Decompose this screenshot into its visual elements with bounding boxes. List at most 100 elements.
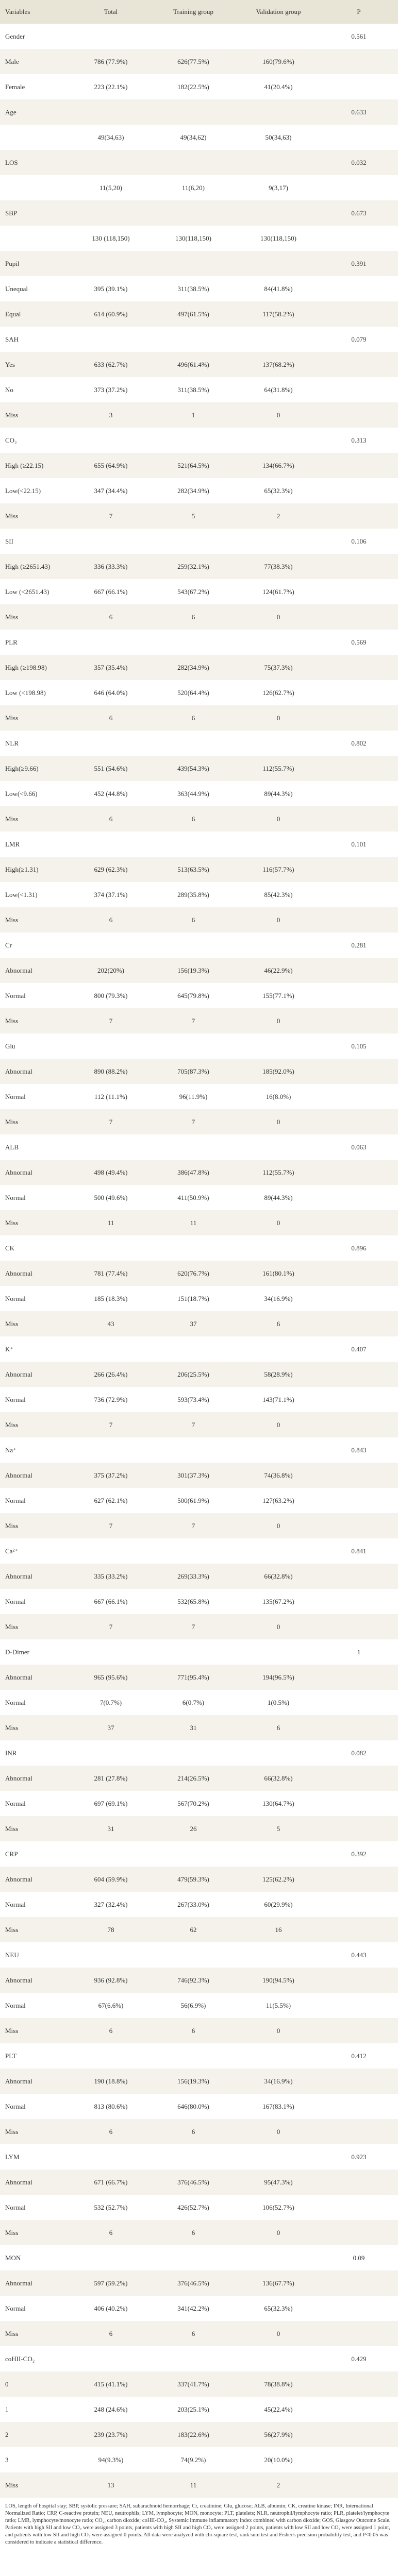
cell-p: 0.407 bbox=[351, 1345, 367, 1353]
cell-validation: 95(47.3%) bbox=[264, 2178, 293, 2186]
table-row: Miss 37 31 6 bbox=[0, 1715, 398, 1740]
cell-validation: 0 bbox=[276, 1622, 280, 1631]
cell-training: 7 bbox=[191, 1521, 195, 1530]
cell-total: 697 (69.1%) bbox=[94, 1799, 128, 1807]
header-training-group: Training group bbox=[173, 8, 213, 15]
cell-validation: 0 bbox=[276, 1218, 280, 1227]
cell-training bbox=[150, 24, 237, 49]
cell-training bbox=[150, 150, 237, 175]
table-row: 2 239 (23.7%) 183(22.6%) 56(27.9%) bbox=[0, 2422, 398, 2447]
cell-p bbox=[320, 2018, 398, 2043]
cell-variable: Miss bbox=[5, 1016, 19, 1025]
cell-total: 395 (39.1%) bbox=[94, 284, 128, 293]
cell-training: 479(59.3%) bbox=[177, 1875, 209, 1883]
cell-validation: 85(42.3%) bbox=[264, 890, 293, 899]
table-row: 11(5,20) 11(6,20) 9(3,17) bbox=[0, 175, 398, 200]
cell-variable: Normal bbox=[5, 991, 26, 999]
cell-variable: Gender bbox=[5, 32, 25, 40]
cell-training: 363(44.9%) bbox=[177, 789, 209, 798]
cell-total bbox=[72, 1134, 150, 1160]
cell-validation: 190(94.5%) bbox=[262, 1976, 294, 1984]
cell-variable: High (≥2651.43) bbox=[5, 562, 51, 570]
cell-variable: 1 bbox=[5, 2405, 9, 2413]
table-row: 1 248 (24.6%) 203(25.1%) 45(22.4%) bbox=[0, 2397, 398, 2422]
cell-validation: 194(96.5%) bbox=[262, 1673, 294, 1681]
cell-variable: Abnormal bbox=[5, 1875, 32, 1883]
table-footnote: LOS, length of hospital stay; SBP, systo… bbox=[0, 2498, 398, 2552]
cell-validation: 185(92.0%) bbox=[262, 1067, 294, 1075]
cell-training bbox=[150, 1134, 237, 1160]
cell-variable: Normal bbox=[5, 1799, 26, 1807]
cell-training: 6 bbox=[191, 2228, 195, 2236]
cell-validation: 65(32.3%) bbox=[264, 2304, 293, 2312]
cell-total bbox=[72, 2346, 150, 2371]
cell-total: 281 (27.8%) bbox=[94, 1774, 128, 1782]
table-row: CO₂ 0.313 bbox=[0, 428, 398, 453]
cell-total: 13 bbox=[107, 2481, 114, 2489]
cell-variable: 0 bbox=[5, 2380, 9, 2388]
cell-p bbox=[320, 1412, 398, 1437]
cell-total bbox=[72, 99, 150, 125]
table-row: Low(<1.31) 374 (37.1%) 289(35.8%) 85(42.3%) bbox=[0, 882, 398, 907]
cell-total: 31 bbox=[107, 1824, 114, 1833]
cell-training bbox=[150, 99, 237, 125]
cell-validation: 106(52.7%) bbox=[262, 2203, 294, 2211]
header-validation-group: Validation group bbox=[256, 8, 301, 15]
table-row: Low(<22.15) 347 (34.4%) 282(34.9%) 65(32.3%… bbox=[0, 478, 398, 503]
cell-training: 289(35.8%) bbox=[177, 890, 209, 899]
cell-variable: Miss bbox=[5, 2228, 19, 2236]
cell-total: 78 bbox=[107, 1925, 114, 1934]
cell-total: 43 bbox=[107, 1319, 114, 1328]
cell-validation: 112(55.7%) bbox=[262, 1168, 294, 1176]
cell-variable: Normal bbox=[5, 1597, 26, 1605]
cell-variable: Miss bbox=[5, 411, 19, 419]
cell-validation bbox=[237, 1740, 320, 1766]
cell-training: 6 bbox=[191, 613, 195, 621]
cell-p bbox=[320, 1715, 398, 1740]
table-row: Male 786 (77.9%) 626(77.5%) 160(79.6%) bbox=[0, 49, 398, 74]
cell-training: 269(33.3%) bbox=[177, 1572, 209, 1580]
cell-training: 37 bbox=[190, 1319, 197, 1328]
cell-validation: 34(16.9%) bbox=[264, 2077, 293, 2085]
table-row: 3 94(9.3%) 74(9.2%) 20(10.0%) bbox=[0, 2447, 398, 2472]
cell-training: 6 bbox=[191, 916, 195, 924]
cell-variable: High (≥198.98) bbox=[5, 663, 47, 671]
cell-validation: 134(66.7%) bbox=[262, 461, 294, 469]
table-row: Abnormal 498 (49.4%) 386(47.8%) 112(55.7%) bbox=[0, 1160, 398, 1185]
cell-variable: Miss bbox=[5, 512, 19, 520]
cell-total: 6 bbox=[109, 2329, 113, 2337]
table-row: PLT 0.412 bbox=[0, 2043, 398, 2069]
table-row: LOS 0.032 bbox=[0, 150, 398, 175]
table-row: Miss 7 7 0 bbox=[0, 1008, 398, 1033]
table-row: Miss 6 6 0 bbox=[0, 2018, 398, 2043]
cell-variable: Normal bbox=[5, 2304, 26, 2312]
cell-p bbox=[320, 453, 398, 478]
table-row: PLR 0.569 bbox=[0, 630, 398, 655]
table-row: 0 415 (41.1%) 337(41.7%) 78(38.8%) bbox=[0, 2371, 398, 2397]
cell-total bbox=[72, 2043, 150, 2069]
cell-total bbox=[72, 1841, 150, 1867]
table-row: Normal 406 (40.2%) 341(42.2%) 65(32.3%) bbox=[0, 2296, 398, 2321]
cell-p bbox=[320, 1589, 398, 1614]
cell-total bbox=[72, 200, 150, 226]
cell-variable: Miss bbox=[5, 815, 19, 823]
cell-total: 936 (92.8%) bbox=[94, 1976, 128, 1984]
cell-total: 415 (41.1%) bbox=[94, 2380, 128, 2388]
table-row: Low(<9.66) 452 (44.8%) 363(44.9%) 89(44.3%) bbox=[0, 781, 398, 806]
cell-p: 0.412 bbox=[351, 2052, 367, 2060]
cell-training: 386(47.8%) bbox=[177, 1168, 209, 1176]
table-row: NLR 0.802 bbox=[0, 731, 398, 756]
cell-total: 185 (18.3%) bbox=[94, 1294, 128, 1302]
cell-validation: 9(3,17) bbox=[269, 183, 288, 192]
cell-validation: 137(68.2%) bbox=[262, 360, 294, 368]
cell-validation: 77(38.3%) bbox=[264, 562, 293, 570]
cell-p bbox=[320, 579, 398, 604]
cell-validation: 0 bbox=[276, 2127, 280, 2136]
cell-p: 0.101 bbox=[351, 840, 367, 848]
cell-p: 0.313 bbox=[351, 436, 367, 444]
cell-training: 214(26.5%) bbox=[177, 1774, 209, 1782]
table-row: Normal 813 (80.6%) 646(80.0%) 167(83.1%) bbox=[0, 2094, 398, 2119]
cell-p: 0.569 bbox=[351, 638, 367, 646]
cell-training: 771(95.4%) bbox=[177, 1673, 209, 1681]
